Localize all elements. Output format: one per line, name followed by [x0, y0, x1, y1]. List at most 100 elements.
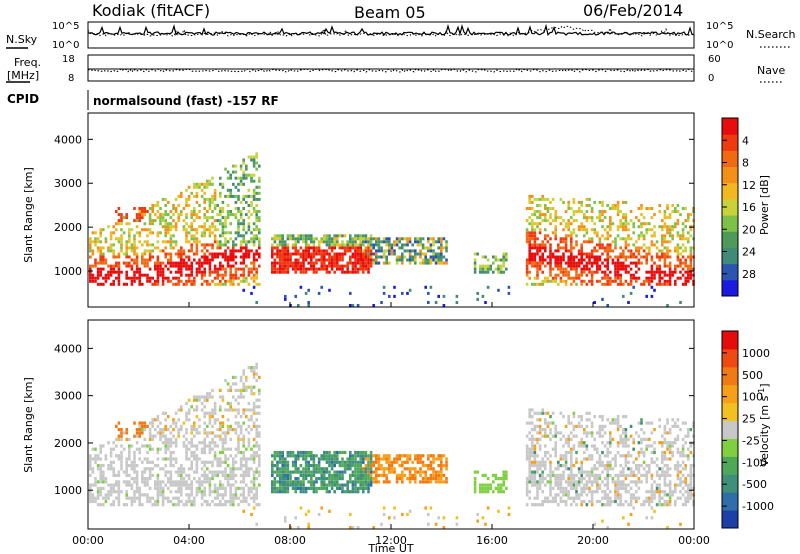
velocity-cell: [655, 473, 659, 477]
power-cell: [533, 210, 537, 213]
power-cell: [424, 255, 427, 259]
velocity-cell: [658, 490, 661, 494]
power-cell: [362, 234, 365, 238]
power-cell: [356, 261, 360, 265]
power-cell: [234, 176, 238, 180]
velocity-cell: [531, 477, 534, 481]
power-cell: [666, 255, 669, 259]
power-cell: [133, 270, 136, 274]
power-cell: [533, 197, 537, 201]
velocity-cell: [559, 473, 563, 477]
velocity-cell: [237, 411, 240, 415]
velocity-cell: [185, 486, 188, 490]
velocity-cell: [544, 418, 547, 422]
velocity-cell: [278, 454, 282, 458]
power-cell: [554, 219, 557, 223]
power-cell: [362, 270, 365, 274]
power-cell: [588, 255, 591, 259]
velocity-cell: [224, 447, 227, 451]
velocity-cell: [567, 480, 570, 484]
power-cell: [562, 279, 565, 283]
power-cell: [208, 197, 212, 201]
power-cell: [559, 216, 563, 220]
velocity-cell: [247, 385, 251, 389]
power-cell: [229, 264, 232, 268]
power-cell: [606, 225, 609, 229]
power-cell: [648, 279, 651, 283]
power-cell: [598, 237, 602, 241]
velocity-cell: [385, 477, 388, 481]
velocity-cell: [273, 486, 277, 490]
velocity-cell: [616, 480, 620, 484]
power-cell: [338, 258, 342, 262]
power-cell: [242, 288, 245, 292]
power-cell: [211, 270, 214, 274]
velocity-cell: [289, 470, 292, 474]
power-cell: [419, 243, 422, 247]
power-cell: [663, 255, 667, 259]
power-cell: [154, 246, 157, 250]
velocity-cell: [148, 444, 152, 448]
power-cell: [544, 228, 547, 232]
power-cell: [554, 261, 557, 265]
power-cell: [603, 273, 607, 277]
velocity-cell: [169, 464, 173, 468]
power-cell: [525, 237, 529, 241]
velocity-cell: [174, 460, 178, 464]
power-cell: [198, 270, 201, 274]
power-cell: [135, 270, 139, 274]
velocity-cell: [525, 493, 529, 497]
power-cell: [281, 252, 284, 256]
velocity-cell: [601, 464, 604, 468]
velocity-cell: [159, 437, 162, 441]
power-cell: [109, 246, 113, 250]
power-cell: [156, 234, 160, 238]
velocity-cell: [195, 447, 199, 451]
power-cell: [294, 252, 297, 256]
velocity-cell: [302, 457, 305, 461]
power-cell: [687, 273, 690, 277]
noise-right-tick-top: 10^5: [706, 21, 733, 32]
power-colorbar-tick-label: 16: [742, 201, 756, 214]
velocity-cell: [541, 408, 544, 412]
power-cell: [531, 194, 534, 198]
velocity-cell: [122, 470, 126, 474]
velocity-cell: [252, 477, 256, 481]
power-cell: [125, 246, 128, 250]
power-cell: [141, 213, 144, 217]
velocity-cell: [637, 470, 641, 474]
power-cell: [577, 200, 581, 204]
power-colorbar-tick-label: 4: [742, 134, 749, 147]
power-cell: [538, 246, 542, 250]
power-cell: [323, 264, 326, 268]
power-cell: [674, 246, 677, 250]
power-cell: [276, 243, 279, 247]
velocity-cell: [476, 512, 479, 517]
velocity-cell: [601, 503, 604, 507]
power-cell: [133, 252, 136, 256]
power-cell: [382, 249, 386, 253]
power-cell: [169, 258, 173, 262]
power-cell: [161, 216, 165, 220]
velocity-cell: [195, 408, 199, 412]
velocity-cell: [390, 470, 394, 474]
power-cell: [544, 276, 547, 280]
velocity-cell: [273, 450, 277, 455]
velocity-cell: [224, 408, 227, 412]
power-cell: [590, 228, 594, 232]
power-cell: [614, 261, 617, 265]
velocity-cell: [655, 486, 659, 490]
power-cell: [330, 258, 334, 262]
power-cell: [302, 261, 305, 265]
velocity-cell: [273, 470, 277, 474]
velocity-cell: [229, 388, 232, 392]
power-cell: [661, 228, 664, 232]
velocity-cell: [616, 450, 620, 455]
power-cell: [356, 252, 360, 256]
power-cell: [229, 237, 232, 241]
power-cell: [687, 264, 690, 268]
velocity-cell: [250, 496, 253, 500]
power-cell: [583, 234, 586, 238]
velocity-cell: [219, 457, 222, 461]
velocity-cell: [609, 444, 612, 448]
